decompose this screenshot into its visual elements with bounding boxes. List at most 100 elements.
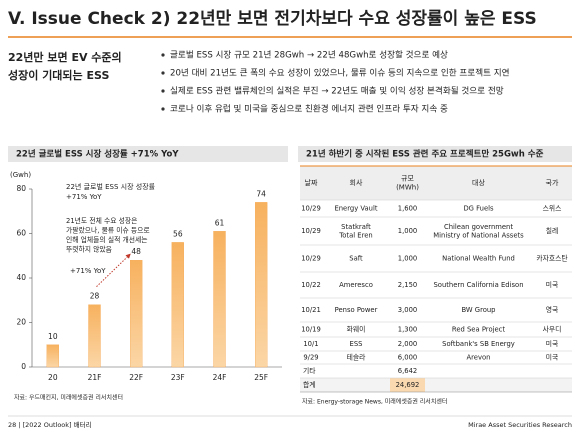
y-tick-label: 60 [16, 229, 26, 238]
page-title: V. Issue Check 2) 22년만 보면 전기차보다 수요 성장률이 … [8, 9, 537, 29]
bar [130, 260, 143, 368]
y-tick-label: 20 [16, 318, 26, 327]
bullet-text: 실제로 ESS 관련 밸류체인의 실적은 부진 → 22년도 매출 및 이익 성… [170, 85, 504, 97]
panel-title: 22년 글로벌 ESS 시장 성장률 +71% YoY [16, 149, 179, 160]
table-cell: Statkraft [341, 223, 371, 231]
panel-title: 21년 하반기 중 시작된 ESS 관련 주요 프로젝트만 25Gwh 수준 [306, 149, 544, 160]
table-cell: 2,000 [398, 340, 417, 348]
table-cell: 스위스 [543, 205, 562, 213]
value-label: 28 [90, 292, 100, 301]
bar [171, 242, 184, 368]
table-cell: 미국 [546, 280, 559, 289]
annotation: 21년도 전체 수요 성장은 [66, 216, 137, 225]
x-tick-label: 22F [129, 373, 143, 382]
y-tick-label: 40 [16, 273, 26, 282]
bar [255, 202, 268, 368]
table-cell: 1,000 [398, 255, 417, 263]
footer-page: 28 | [2022 Outlook] 배터리 [8, 420, 92, 429]
table-cell: 미국 [546, 353, 559, 362]
value-label: 48 [131, 247, 141, 256]
table-cell: Saft [349, 255, 363, 263]
total-cell-bg [390, 378, 425, 392]
table-cell: Ministry of National Assets [433, 231, 524, 239]
annotation: 22년 글로벌 ESS 시장 성장률 [66, 182, 156, 191]
table-cell: 9/29 [303, 354, 318, 362]
summary-value: 6,642 [398, 367, 417, 375]
column-header: 회사 [350, 178, 363, 187]
content: V. Issue Check 2) 22년만 보면 전기차보다 수요 성장률이 … [8, 9, 572, 429]
column-header: 규모 [401, 175, 414, 183]
table-cell: 10/29 [301, 205, 321, 213]
y-axis-label: (Gwh) [10, 171, 31, 179]
bar [46, 344, 59, 368]
table-cell: 6,000 [398, 354, 417, 362]
table-cell: 칠레 [546, 226, 559, 235]
chart-panel-header [8, 146, 288, 162]
x-tick-label: 21F [88, 373, 102, 382]
table-cell: National Wealth Fund [442, 255, 515, 263]
bullet-text: 글로벌 ESS 시장 규모 21년 28Gwh → 22년 48Gwh로 성장할… [170, 50, 448, 61]
bullet-dot [161, 107, 165, 111]
column-header: 대상 [472, 178, 485, 187]
annotation: 뚜렷하지 않았음 [66, 244, 112, 253]
table-cell: Red Sea Project [452, 326, 505, 334]
source: 자료: 우드매킨지, 미래에셋증권 리서치센터 [14, 394, 123, 402]
table-cell: 10/21 [301, 306, 321, 314]
table-cell: 3,000 [398, 306, 417, 314]
table-cell: Penso Power [335, 306, 378, 314]
annotation: 인해 업체들의 실적 개선세는 [66, 235, 148, 244]
highlight-text: 22년만 보면 EV 수준의 [8, 50, 122, 64]
annotation: 가팔랐으나, 물류 이슈 등으로 [66, 225, 150, 234]
x-tick-label: 23F [171, 373, 185, 382]
summary-value: 24,692 [396, 381, 420, 389]
table-cell: 1,600 [398, 205, 417, 213]
bullet-text: 코로나 이후 유럽 및 미국을 중심으로 친환경 에너지 관련 인프라 투자 지… [170, 103, 448, 115]
table-cell: Arevon [467, 354, 491, 362]
table-cell: 테슬라 [347, 353, 367, 362]
bullet-text: 20년 대비 21년도 큰 폭의 수요 성장이 있었으나, 물류 이슈 등의 지… [170, 67, 510, 79]
table-cell: 카자흐스탄 [536, 254, 567, 263]
bullet-dot [161, 89, 165, 93]
table-cell: 1,300 [398, 326, 417, 334]
summary-label: 기타 [303, 366, 316, 375]
table-cell: 10/29 [301, 227, 321, 235]
y-tick-label: 80 [16, 184, 26, 193]
table-cell: 10/1 [303, 340, 318, 348]
table-cell: 영국 [546, 305, 559, 314]
source: 자료: Energy-storage News, 미래에셋증권 리서치센터 [302, 398, 447, 406]
footer-firm: Mirae Asset Securities Research [468, 421, 572, 429]
table-cell: 10/22 [301, 281, 321, 289]
table-cell: 사우디 [543, 325, 562, 334]
table-header-bg [300, 166, 572, 200]
annotation: +71% YoY [66, 193, 102, 201]
total-row-bg [300, 378, 572, 392]
table-cell: Ameresco [339, 281, 373, 289]
table-panel-header [298, 146, 572, 162]
bullet-dot [161, 71, 165, 75]
table-cell: Softbank's SB Energy [442, 340, 515, 348]
table-cell: ESS [350, 340, 363, 348]
x-tick-label: 20 [48, 373, 58, 382]
column-header: (MWh) [396, 184, 419, 192]
x-tick-label: 24F [213, 373, 227, 382]
column-header: 국가 [546, 178, 559, 187]
table-cell: Energy Vault [334, 205, 377, 213]
summary-label: 합계 [303, 380, 316, 389]
table-cell: BW Group [462, 306, 496, 314]
bar [88, 304, 101, 368]
arrow-label: +71% YoY [70, 267, 106, 275]
table-cell: 화웨이 [347, 325, 366, 334]
highlight-text: 성장이 기대되는 ESS [8, 68, 109, 82]
table-cell: Total Eren [338, 231, 372, 239]
table-cell: 10/29 [301, 255, 321, 263]
value-label: 10 [48, 332, 58, 341]
bullet-dot [161, 53, 165, 57]
table-cell: 1,000 [398, 227, 417, 235]
table-cell: 2,150 [398, 281, 417, 289]
table-cell: 미국 [546, 339, 559, 348]
table-cell: DG Fuels [463, 205, 494, 213]
x-tick-label: 25F [254, 373, 268, 382]
table-cell: Southern California Edison [433, 281, 523, 289]
value-label: 74 [256, 189, 266, 198]
